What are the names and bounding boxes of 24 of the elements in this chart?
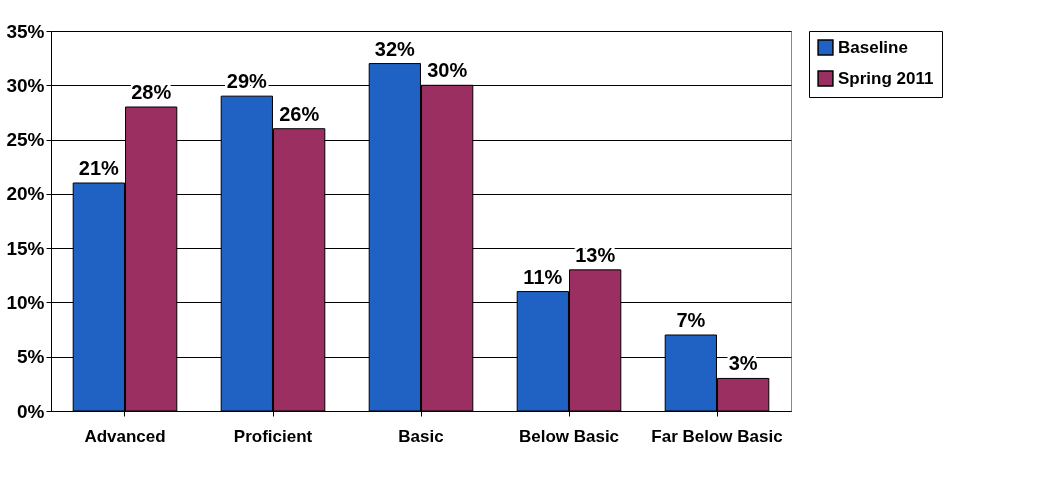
data-label: 30% xyxy=(427,59,468,82)
x-tick-label: Far Below Basic xyxy=(651,426,783,446)
y-tick-label: 15% xyxy=(6,237,45,259)
data-label: 13% xyxy=(575,243,616,266)
data-label: 28% xyxy=(131,81,172,103)
y-tick-label: 30% xyxy=(6,74,45,96)
y-tick-label: 5% xyxy=(17,346,45,368)
y-tick-label: 10% xyxy=(6,291,45,313)
data-label: 11% xyxy=(523,265,563,288)
y-tick-label: 20% xyxy=(6,183,45,205)
data-label: 26% xyxy=(279,102,320,125)
data-label: 3% xyxy=(728,352,758,375)
y-tick-label: 35% xyxy=(6,20,45,42)
x-tick-label: Advanced xyxy=(84,426,166,446)
y-tick-label: 0% xyxy=(17,400,45,422)
x-tick-label: Below Basic xyxy=(518,426,620,446)
y-tick-label: 25% xyxy=(6,129,45,151)
data-label: 32% xyxy=(374,37,416,60)
x-tick-label: Proficient xyxy=(233,426,313,446)
data-label: 7% xyxy=(676,309,706,331)
x-tick-label: Basic xyxy=(398,426,444,446)
legend-label: Spring 2011 xyxy=(838,68,934,88)
data-label: 21% xyxy=(78,157,120,179)
legend-label: Baseline xyxy=(838,37,908,57)
